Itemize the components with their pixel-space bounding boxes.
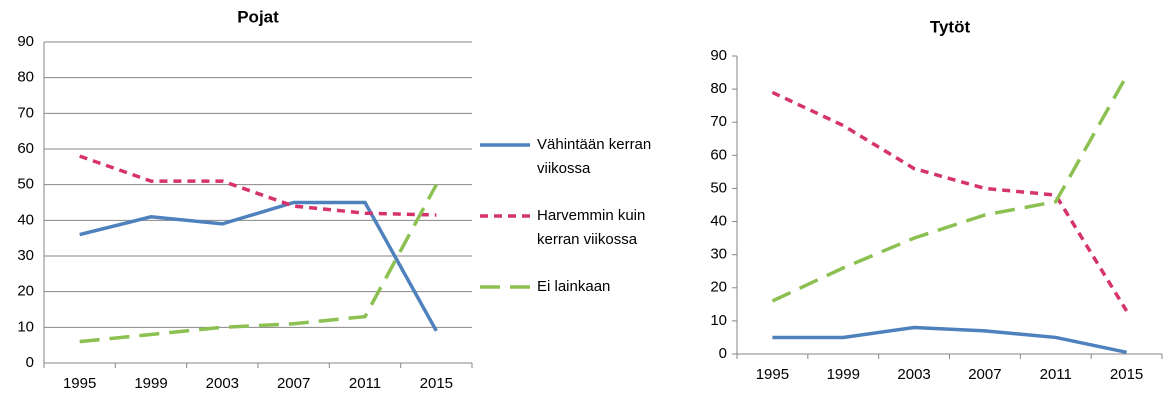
x-tick-label: 1999: [134, 375, 167, 392]
y-tick-label: 50: [17, 176, 34, 193]
y-tick-label: 30: [17, 247, 34, 264]
series-line: [772, 325, 1127, 355]
x-tick-label: 1999: [827, 366, 860, 383]
y-tick-label: 20: [710, 279, 727, 296]
legend-label: Harvemmin kuin kerran viikossa: [537, 207, 645, 248]
y-tick-label: 40: [710, 213, 727, 230]
y-tick-label: 10: [17, 318, 34, 335]
y-tick-label: 50: [710, 179, 727, 196]
y-tick-label: 70: [17, 104, 34, 121]
x-tick-label: 1995: [756, 366, 789, 383]
y-tick-label: 0: [719, 345, 727, 362]
x-tick-label: 2011: [349, 375, 381, 392]
x-tick-label: 2003: [206, 375, 239, 392]
legend-label: Ei lainkaan: [537, 278, 610, 295]
y-tick-label: 60: [17, 140, 34, 157]
legend-line: kerran viikossa: [537, 231, 638, 248]
series-line: [771, 75, 1129, 303]
y-tick-label: 20: [17, 283, 34, 300]
y-tick-label: 80: [17, 69, 34, 86]
legend-line: Vähintään kerran: [537, 136, 651, 153]
series-line: [771, 90, 1129, 312]
legend-label: Vähintään kerran viikossa: [537, 136, 651, 177]
x-tick-label: 2011: [1040, 366, 1072, 383]
chart-title: Tytöt: [930, 17, 971, 36]
x-tick-label: 2003: [897, 366, 930, 383]
series-line: [79, 200, 438, 332]
y-tick-label: 90: [710, 47, 727, 64]
y-tick-label: 80: [710, 80, 727, 97]
y-tick-label: 0: [26, 354, 34, 371]
legend-line: Ei lainkaan: [537, 278, 610, 295]
y-tick-label: 60: [710, 146, 727, 163]
y-tick-label: 30: [710, 246, 727, 263]
legend-line: viikossa: [537, 160, 591, 177]
y-tick-label: 40: [17, 211, 34, 228]
y-tick-label: 10: [710, 312, 727, 329]
x-tick-label: 2007: [277, 375, 310, 392]
series-line: [79, 154, 437, 217]
x-tick-label: 2015: [420, 375, 453, 392]
y-tick-label: 90: [17, 33, 34, 50]
x-tick-label: 2015: [1110, 366, 1143, 383]
legend-line: Harvemmin kuin: [537, 207, 645, 224]
chart-title: Pojat: [237, 7, 279, 26]
x-tick-label: 2007: [968, 366, 1001, 383]
y-tick-label: 70: [710, 113, 727, 130]
x-tick-label: 1995: [63, 375, 96, 392]
series-line: [79, 183, 438, 344]
